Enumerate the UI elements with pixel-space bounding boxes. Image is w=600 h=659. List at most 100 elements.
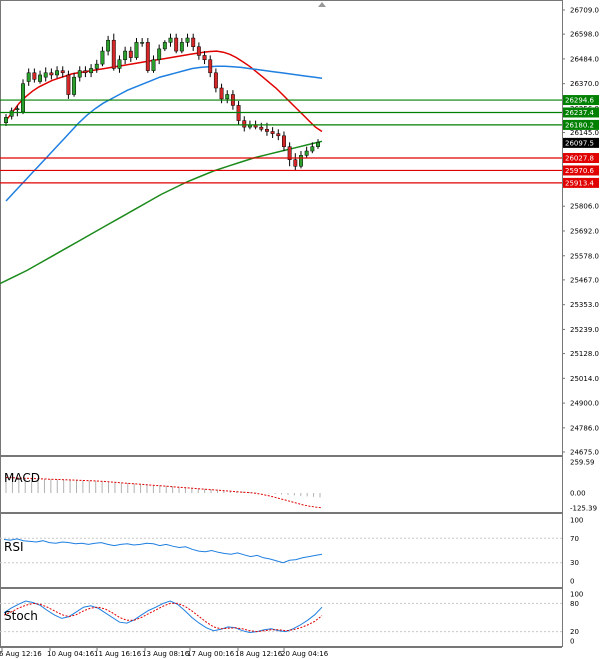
candle-body[interactable]: [111, 39, 116, 69]
candle-body[interactable]: [225, 94, 230, 100]
resistance-level-tag: [563, 107, 599, 118]
macd-tick-label: 0.00: [570, 490, 586, 498]
price-tick-label: 26484.0: [570, 55, 599, 63]
candle-body[interactable]: [77, 70, 82, 78]
candle-body[interactable]: [55, 70, 60, 76]
moving-average-line-2: [5, 65, 323, 202]
candle-body[interactable]: [304, 150, 309, 156]
stoch-tick-label: 100: [570, 591, 583, 599]
candle-body[interactable]: [270, 131, 275, 134]
macd-tick-label: -125.39: [570, 505, 597, 513]
time-tick-label: 6 Aug 12:16: [0, 650, 42, 658]
candle-body[interactable]: [264, 129, 269, 132]
current-price-tag: [563, 137, 599, 148]
candle-body[interactable]: [15, 108, 20, 110]
price-tick-label: 25578.0: [570, 252, 599, 260]
moving-average-line-1: [5, 50, 323, 133]
time-tick-label: 13 Aug 08:16: [142, 650, 190, 658]
candle-body[interactable]: [38, 74, 42, 82]
candle-body[interactable]: [60, 70, 65, 74]
price-tick-label: 24900.0: [570, 400, 599, 408]
candle-body[interactable]: [94, 63, 99, 69]
candle-body[interactable]: [21, 83, 25, 113]
candle-body[interactable]: [145, 42, 150, 71]
rsi-tick-label: 100: [570, 517, 583, 525]
support-level-value: 25913.4: [565, 179, 594, 187]
rsi-line: [3, 538, 323, 564]
support-level-tag: [563, 177, 599, 188]
candle-body[interactable]: [179, 42, 184, 52]
candle-body[interactable]: [162, 42, 167, 50]
candle-body[interactable]: [9, 110, 14, 117]
candle-body[interactable]: [276, 133, 281, 137]
stoch-d-line: [3, 602, 323, 633]
candle-body[interactable]: [299, 155, 303, 167]
candle-body[interactable]: [123, 50, 128, 61]
candle-body[interactable]: [43, 72, 48, 78]
price-tick-label: 26145.0: [570, 129, 599, 137]
time-tick-label: 17 Aug 00:16: [187, 650, 235, 658]
stoch-tick-label: 0: [570, 638, 574, 646]
price-tick-label: 25014.0: [570, 375, 599, 383]
macd-panel-frame: [0, 456, 563, 513]
candle-body[interactable]: [100, 50, 105, 65]
candle-body[interactable]: [83, 70, 88, 74]
candle-body[interactable]: [72, 76, 77, 95]
candle-body[interactable]: [140, 42, 145, 44]
price-tick-label: 25128.0: [570, 350, 599, 358]
resistance-level-value: 26237.4: [565, 109, 594, 117]
candle-body[interactable]: [287, 146, 292, 160]
macd-panel-title: MACD: [4, 471, 40, 485]
candle-body[interactable]: [157, 48, 162, 61]
candle-body[interactable]: [168, 37, 173, 43]
price-tick-label: 25692.0: [570, 228, 599, 236]
candle-body[interactable]: [66, 74, 71, 95]
stoch-panel-frame: [0, 588, 563, 647]
candle-body[interactable]: [89, 68, 94, 74]
time-tick-label: 18 Aug 12:16: [235, 650, 283, 658]
candle-body[interactable]: [316, 142, 320, 147]
main-panel-frame: [0, 0, 563, 456]
candle-body[interactable]: [191, 37, 196, 47]
candle-body[interactable]: [134, 42, 139, 58]
scroll-marker-icon[interactable]: [318, 2, 326, 7]
candle-body[interactable]: [282, 135, 286, 147]
candle-body[interactable]: [213, 72, 218, 89]
candle-body[interactable]: [185, 37, 190, 43]
candle-body[interactable]: [174, 37, 179, 52]
candle-body[interactable]: [259, 126, 264, 130]
price-tick-label: 24786.0: [570, 424, 599, 432]
candle-body[interactable]: [106, 39, 111, 52]
rsi-panel-frame: [0, 513, 563, 588]
candle-body[interactable]: [4, 117, 8, 124]
price-tick-label: 26598.0: [570, 31, 599, 39]
support-level-value: 26027.8: [565, 155, 594, 163]
candle-body[interactable]: [208, 59, 213, 74]
candle-body[interactable]: [219, 87, 224, 100]
candle-body[interactable]: [49, 72, 54, 76]
candle-body[interactable]: [293, 159, 298, 167]
support-level-tag: [563, 165, 599, 176]
rsi-tick-label: 0: [570, 578, 574, 586]
candle-body[interactable]: [196, 46, 201, 56]
stoch-tick-label: 20: [570, 628, 579, 636]
current-price-value: 26097.5: [565, 139, 594, 147]
price-tick-label: 26709.0: [570, 7, 599, 15]
time-tick-label: 11 Aug 16:16: [94, 650, 142, 658]
time-tick-label: 10 Aug 04:16: [47, 650, 95, 658]
resistance-level-value: 26180.2: [565, 121, 594, 129]
candle-body[interactable]: [32, 72, 37, 80]
candle-body[interactable]: [26, 72, 31, 82]
candle-body[interactable]: [242, 120, 247, 128]
candle-body[interactable]: [151, 59, 156, 71]
price-tick-label: 24675.0: [570, 449, 599, 457]
candle-body[interactable]: [117, 59, 122, 69]
candle-body[interactable]: [310, 146, 315, 152]
macd-signal-line: [5, 477, 323, 509]
rsi-tick-label: 70: [570, 535, 579, 543]
candle-body[interactable]: [202, 55, 207, 61]
resistance-level-tag: [563, 119, 599, 130]
moving-average-line-3: [0, 140, 323, 285]
candle-body[interactable]: [128, 50, 133, 58]
